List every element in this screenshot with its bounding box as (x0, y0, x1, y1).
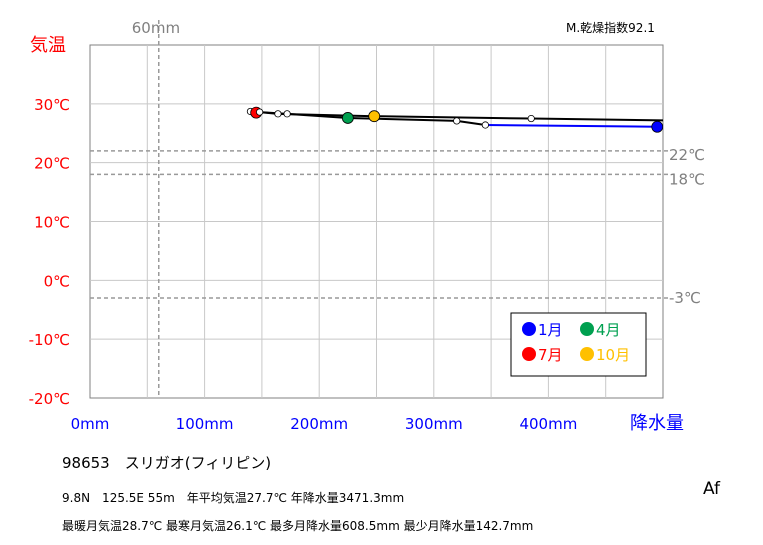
point-5-month (283, 110, 291, 118)
legend-marker-jan (522, 322, 536, 336)
legend-label-oct: 10月 (596, 346, 630, 364)
series-segment (277, 112, 375, 118)
legend-label-jan: 1月 (538, 321, 563, 339)
ref-hline-label: 22℃ (669, 146, 705, 164)
y-tick-label: 10℃ (34, 214, 70, 232)
y-tick-label: 20℃ (34, 155, 70, 173)
axis-labels: 0mm 100mm 200mm 300mm 400mm 30℃ 20℃ 10℃ 0℃ -10℃ -2… (29, 96, 578, 433)
series-group (246, 106, 663, 133)
station-info-line1: 9.8N 125.5E 55m 年平均気温27.7℃ 年降水量3471.3mm (62, 490, 404, 505)
legend-box (510, 312, 647, 377)
dryness-index-label: M.乾燥指数92.1 (566, 20, 655, 35)
legend-marker-jul (522, 347, 536, 361)
x-tick-label: 0mm (71, 415, 110, 433)
series-segment (531, 117, 663, 122)
series-segment (485, 124, 658, 128)
point-9-month (274, 110, 282, 118)
ref-hline-label: 18℃ (669, 170, 705, 188)
series-segment (374, 115, 532, 120)
x-tick-label: 100mm (176, 415, 234, 433)
point-1-month-highlight (651, 120, 663, 133)
point-10-month-highlight (368, 110, 381, 123)
station-name: 98653 スリガオ(フィリピン) (62, 454, 271, 472)
y-axis-title: 気温 (30, 35, 66, 56)
x-tick-label: 300mm (405, 415, 463, 433)
y-tick-label: -20℃ (29, 390, 70, 408)
climate-class: Af (703, 479, 721, 499)
x-axis-title: 降水量 (630, 413, 684, 434)
station-info-line2: 最暖月気温28.7℃ 最寒月気温26.1℃ 最多月降水量608.5mm 最少月降… (62, 518, 533, 533)
series-segment (456, 119, 486, 127)
series-segment (347, 116, 457, 122)
legend-label-jul: 7月 (538, 346, 563, 364)
y-tick-label: 30℃ (34, 96, 70, 114)
legend-marker-oct (580, 347, 594, 361)
y-tick-label: 0℃ (44, 272, 70, 290)
reference-lines: 60mm 22℃ 18℃ -3℃ (90, 19, 705, 398)
legend: 1月 4月 7月 10月 (510, 312, 647, 377)
legend-label-apr: 4月 (596, 321, 621, 339)
y-tick-label: -10℃ (29, 331, 70, 349)
ref-vline-label: 60mm (132, 19, 180, 37)
point-3-month (453, 117, 461, 125)
point-8-month (256, 108, 264, 116)
legend-marker-apr (580, 322, 594, 336)
series-segment (657, 125, 663, 128)
x-tick-label: 200mm (290, 415, 348, 433)
point-2-month (481, 121, 489, 129)
ref-hline-label: -3℃ (669, 289, 701, 307)
series-layer (246, 106, 663, 133)
point-4-month-highlight (341, 112, 354, 124)
x-tick-label: 400mm (519, 415, 577, 433)
grid (90, 45, 663, 398)
point-11-month (527, 114, 535, 123)
